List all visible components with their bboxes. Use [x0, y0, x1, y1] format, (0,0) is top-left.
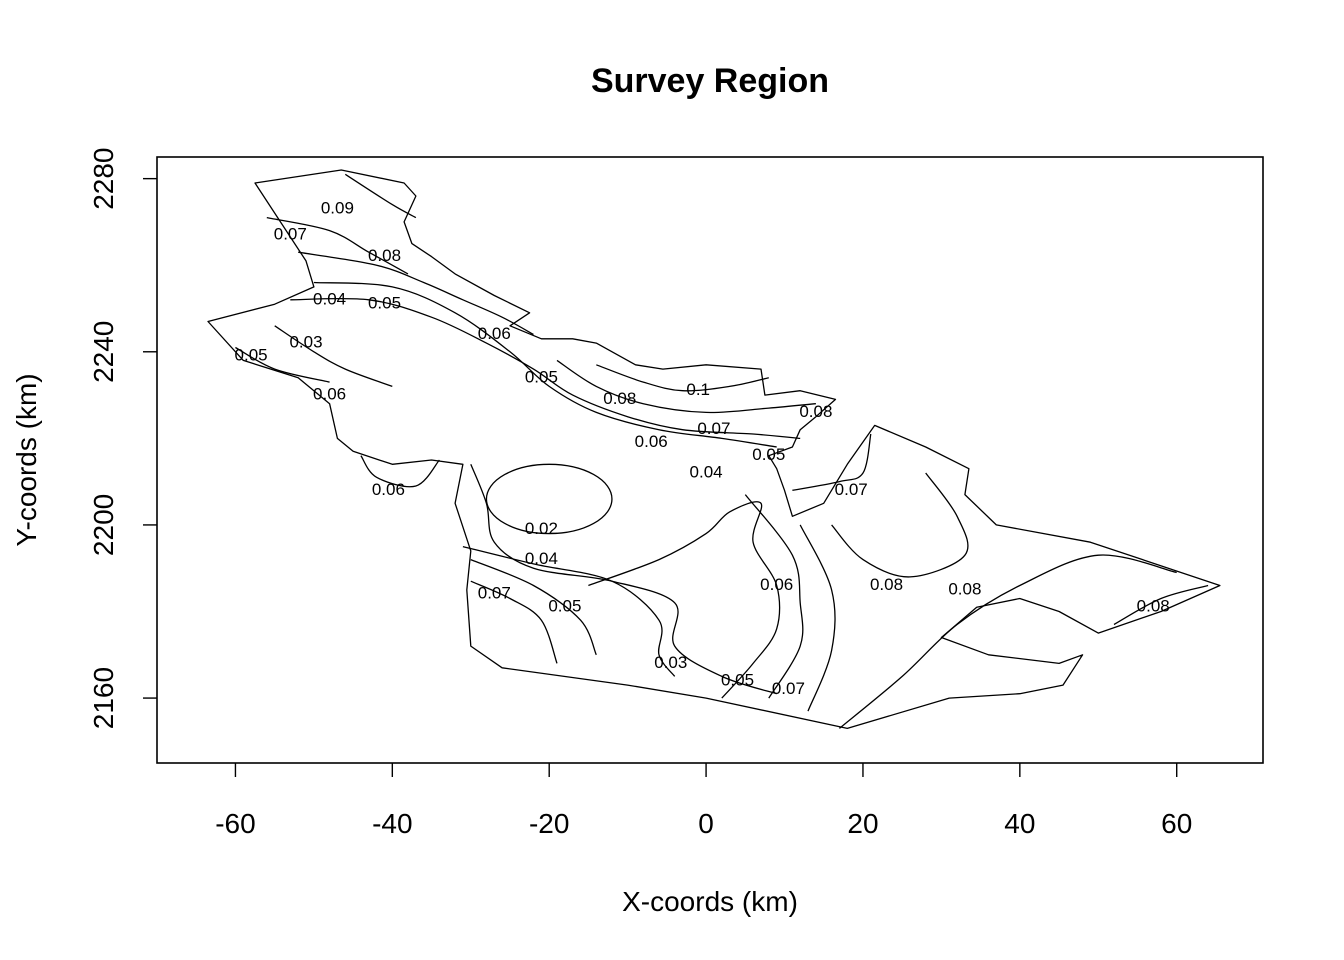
x-tick-label: 60 [1161, 808, 1192, 839]
contour-label: 0.06 [478, 324, 511, 343]
contour-label: 0.06 [760, 575, 793, 594]
contour-label: 0.1 [686, 380, 710, 399]
contour-line [838, 554, 1177, 729]
contour-label: 0.09 [321, 198, 354, 217]
contour-label: 0.05 [525, 367, 558, 386]
x-tick-label: -40 [372, 808, 412, 839]
x-tick-label: -60 [215, 808, 255, 839]
contour-line [344, 173, 417, 219]
contour-label: 0.07 [697, 419, 730, 438]
contour-ring [485, 463, 613, 535]
contour-line [313, 281, 777, 448]
contour-label: 0.06 [635, 432, 668, 451]
contour-label: 0.06 [372, 480, 405, 499]
density-contours [235, 173, 1209, 729]
y-tick-label: 2200 [88, 494, 119, 556]
x-tick-label: 20 [847, 808, 878, 839]
x-axis: -60 -40 -20 0 20 40 60 [215, 763, 1192, 839]
contour-line [470, 558, 597, 656]
contour-line [831, 472, 969, 578]
contour-label: 0.06 [313, 385, 346, 404]
contour-line [290, 297, 801, 440]
contour-line [744, 494, 804, 699]
y-axis-label: Y-coords (km) [11, 373, 42, 546]
contour-line [1113, 584, 1209, 626]
y-axis: 2160 2200 2240 2280 [88, 147, 157, 729]
contour-label: 0.03 [654, 653, 687, 672]
contour-line [596, 364, 769, 392]
x-tick-label: 0 [698, 808, 714, 839]
contour-label: 0.07 [274, 224, 307, 243]
contour-label: 0.05 [368, 294, 401, 313]
contour-line [799, 524, 836, 712]
contour-line [274, 325, 393, 388]
contour-label: 0.08 [368, 246, 401, 265]
contour-label: 0.08 [870, 575, 903, 594]
contour-label: 0.04 [690, 462, 723, 481]
contour-label: 0.08 [948, 579, 981, 598]
contour-line [556, 359, 816, 414]
contour-label: 0.08 [603, 389, 636, 408]
contour-label: 0.04 [313, 289, 346, 308]
contour-label: 0.07 [478, 584, 511, 603]
contour-label: 0.08 [1137, 597, 1170, 616]
contour-label: 0.05 [721, 670, 754, 689]
x-tick-label: -20 [529, 808, 569, 839]
contour-labels: 0.09 0.07 0.08 0.04 0.05 0.06 0.03 0.05 0.06 0.05… [235, 198, 1170, 698]
contour-line [266, 216, 409, 275]
contour-label: 0.05 [235, 346, 268, 365]
x-axis-label: X-coords (km) [622, 886, 798, 917]
contour-label: 0.02 [525, 519, 558, 538]
x-tick-label: 40 [1004, 808, 1035, 839]
contour-label: 0.05 [752, 445, 785, 464]
contour-line [360, 455, 440, 488]
contour-label: 0.07 [835, 480, 868, 499]
y-tick-label: 2240 [88, 321, 119, 383]
contour-label: 0.07 [772, 679, 805, 698]
contour-line [298, 251, 534, 336]
contour-line [470, 580, 558, 664]
y-tick-label: 2160 [88, 667, 119, 729]
contour-line [235, 346, 330, 383]
contour-label: 0.04 [525, 549, 558, 568]
contour-line [588, 501, 781, 699]
chart-title: Survey Region [591, 62, 829, 100]
plot-frame [156, 156, 1264, 764]
contour-line [792, 433, 872, 491]
contour-label: 0.03 [289, 333, 322, 352]
y-tick-label: 2280 [88, 147, 119, 209]
contour-line [462, 545, 676, 677]
survey-region-outline [207, 169, 1221, 730]
survey-region [207, 169, 1221, 730]
contour-label: 0.05 [548, 597, 581, 616]
contour-label: 0.08 [799, 402, 832, 421]
contour-line [470, 464, 777, 695]
